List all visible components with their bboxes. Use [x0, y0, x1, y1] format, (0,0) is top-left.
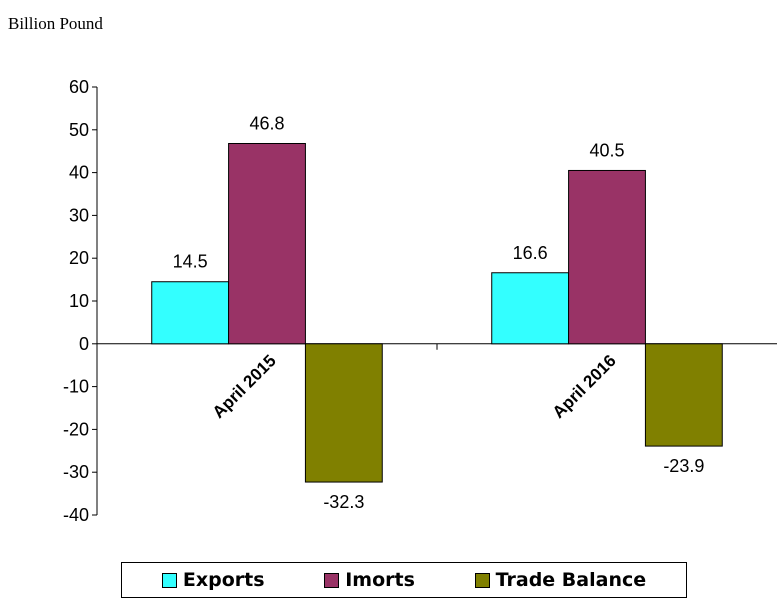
bar-chart: 60 50 40 30 20 10 0 -10 -20 -30 -40 14.5 46.8 -32.3 Ap…: [63, 77, 777, 525]
bar-exports: [491, 272, 570, 345]
legend-swatch-imports: [324, 572, 340, 588]
y-tick-label: 10: [69, 291, 89, 311]
legend-label-imports: Imorts: [345, 569, 415, 591]
category-label: April 2016: [549, 351, 620, 422]
y-tick-label: -30: [63, 462, 89, 482]
y-tick-label: 60: [69, 77, 89, 97]
legend-item-exports: Exports: [161, 569, 265, 591]
y-tick-label: -40: [63, 505, 89, 525]
legend-label-trade-balance: Trade Balance: [495, 569, 647, 591]
bar-imports: [568, 169, 646, 345]
data-label-exports: 14.5: [173, 252, 208, 272]
bar-trade_balance: [304, 343, 383, 483]
bar-trade_balance: [644, 343, 723, 447]
y-tick-label: 40: [69, 163, 89, 183]
bar-exports: [151, 281, 230, 345]
data-label-trade_balance: -23.9: [663, 456, 704, 476]
legend-swatch-trade-balance: [474, 572, 490, 588]
legend-label-exports: Exports: [182, 569, 265, 591]
y-tick-label: 20: [69, 248, 89, 268]
y-tick-label: -10: [63, 377, 89, 397]
legend-item-imports: Imorts: [324, 569, 415, 591]
bar-imports: [228, 142, 306, 345]
category-label: April 2015: [209, 351, 280, 422]
legend-swatch-exports: [161, 572, 177, 588]
y-tick-label: 50: [69, 120, 89, 140]
y-tick-label: 0: [79, 334, 89, 354]
data-label-imports: 40.5: [589, 140, 624, 160]
y-tick-label: -20: [63, 419, 89, 439]
y-tick-label: 30: [69, 205, 89, 225]
data-label-exports: 16.6: [513, 243, 548, 263]
data-label-imports: 46.8: [249, 113, 284, 133]
unit-label: Billion Pound: [8, 14, 103, 33]
legend-item-trade-balance: Trade Balance: [474, 569, 647, 591]
data-label-trade_balance: -32.3: [323, 492, 364, 512]
chart-legend: Exports Imorts Trade Balance: [121, 562, 687, 598]
